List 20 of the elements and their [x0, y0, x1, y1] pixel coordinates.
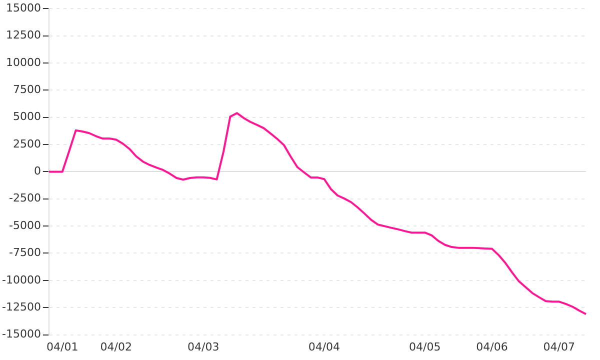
- x-tick-label: 04/06: [476, 340, 508, 354]
- x-tick-label: 04/05: [409, 340, 441, 354]
- y-tick-label: -12500: [2, 300, 41, 314]
- y-tick-label: 0: [34, 164, 41, 178]
- y-tick-label: -7500: [8, 246, 41, 260]
- y-tick-label: 5000: [12, 110, 41, 124]
- y-tick-label: 2500: [12, 137, 41, 150]
- x-tick-label: 04/04: [308, 340, 340, 354]
- y-tick-label: -2500: [8, 192, 41, 205]
- x-tick-label: 04/03: [188, 340, 220, 354]
- y-tick-label: 15000: [6, 1, 41, 14]
- x-tick-label: 04/07: [543, 340, 575, 354]
- x-tick-label: 04/02: [100, 340, 132, 354]
- y-tick-label: 7500: [12, 83, 41, 96]
- y-tick-label: -15000: [2, 328, 41, 341]
- y-tick-label: -10000: [2, 273, 41, 286]
- y-tick-label: -5000: [8, 218, 41, 232]
- y-tick-label: 12500: [6, 28, 41, 42]
- y-tick-label: 10000: [6, 56, 41, 69]
- x-tick-label: 04/01: [46, 340, 78, 354]
